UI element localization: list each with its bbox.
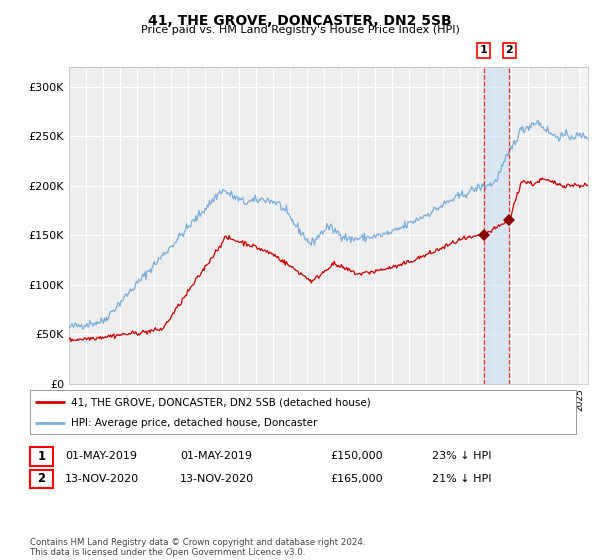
Text: 21% ↓ HPI: 21% ↓ HPI (432, 474, 491, 484)
Text: £165,000: £165,000 (330, 474, 383, 484)
Text: 13-NOV-2020: 13-NOV-2020 (180, 474, 254, 484)
Text: 13-NOV-2020: 13-NOV-2020 (65, 474, 139, 484)
Text: 23% ↓ HPI: 23% ↓ HPI (432, 451, 491, 461)
Text: 01-MAY-2019: 01-MAY-2019 (65, 451, 137, 461)
Text: 2: 2 (505, 45, 513, 55)
Text: Price paid vs. HM Land Registry's House Price Index (HPI): Price paid vs. HM Land Registry's House … (140, 25, 460, 35)
Bar (484, 67, 509, 384)
Text: 2: 2 (37, 472, 46, 486)
Text: 1: 1 (37, 450, 46, 463)
Bar (580, 67, 588, 384)
Text: 41, THE GROVE, DONCASTER, DN2 5SB: 41, THE GROVE, DONCASTER, DN2 5SB (148, 14, 452, 28)
Text: HPI: Average price, detached house, Doncaster: HPI: Average price, detached house, Donc… (71, 418, 317, 428)
Text: Contains HM Land Registry data © Crown copyright and database right 2024.
This d: Contains HM Land Registry data © Crown c… (30, 538, 365, 557)
Text: £150,000: £150,000 (330, 451, 383, 461)
Text: 01-MAY-2019: 01-MAY-2019 (180, 451, 252, 461)
Text: 41, THE GROVE, DONCASTER, DN2 5SB (detached house): 41, THE GROVE, DONCASTER, DN2 5SB (detac… (71, 397, 371, 407)
Text: 1: 1 (480, 45, 488, 55)
